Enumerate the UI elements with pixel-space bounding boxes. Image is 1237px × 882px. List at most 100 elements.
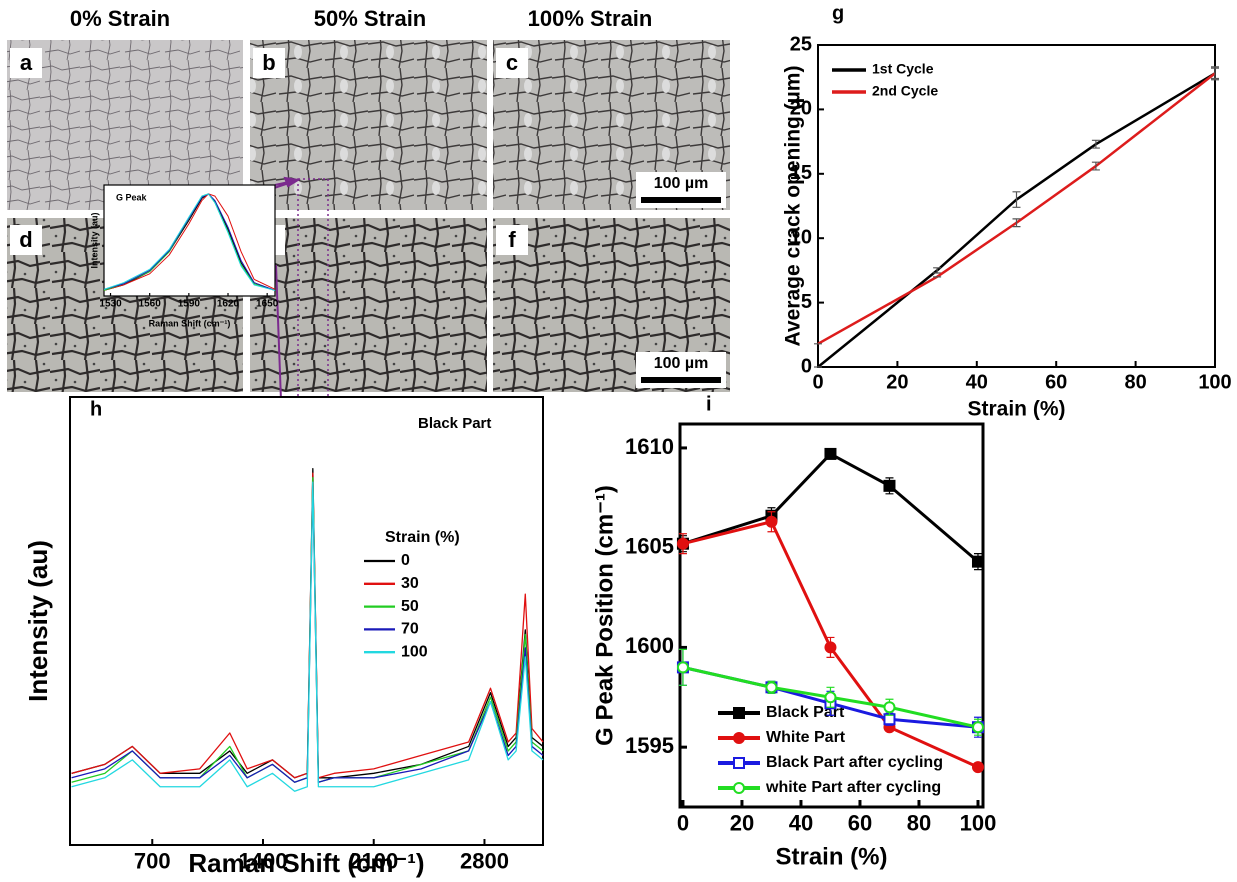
x-tick-label: 100 [960,810,997,835]
legend-label: 70 [401,621,419,638]
x-tick-label: 80 [1124,371,1146,393]
marker [971,761,984,774]
column-header: 50% Strain [314,6,427,31]
marker [971,555,984,568]
plot-frame [103,184,276,297]
legend-title: Strain (%) [385,529,460,546]
legend-label: white Part after cycling [765,779,941,796]
marker [883,701,896,714]
legend-label: 1st Cycle [872,61,934,77]
marker [824,691,837,704]
column-header: 0% Strain [70,6,170,31]
panel-letter: g [832,2,844,24]
x-tick-label: 1620 [217,299,240,310]
micrograph [7,40,243,210]
error-bar [1211,67,1219,80]
x-tick-label: 1530 [99,299,122,310]
x-tick-label: 40 [966,371,988,393]
panel-letter: h [90,398,102,420]
legend-label: 50 [401,598,419,615]
x-axis-label: Strain (%) [775,843,887,870]
letter-box [253,48,285,78]
x-tick-label: 80 [907,810,931,835]
panel-letter: a [20,50,33,75]
x-tick-label: 2800 [460,848,509,873]
marker [824,447,837,460]
error-bar [1091,161,1100,171]
y-axis-label: Intensity (au) [23,540,53,702]
legend-label: 0 [401,552,410,569]
y-axis-label: G Peak Position (cm⁻¹) [591,485,618,746]
y-tick-label: 20 [790,98,812,120]
marker [676,537,689,550]
plot-frame [69,396,544,846]
letter-box [10,48,42,78]
legend-label: Black Part after cycling [766,754,943,771]
scale-bar [641,377,721,383]
legend-marker [733,757,745,769]
x-tick-label: 1560 [139,299,162,310]
x-tick-label: 40 [789,810,813,835]
y-tick-label: 0 [801,355,812,377]
x-tick-label: 700 [134,848,171,873]
x-tick-label: 0 [812,371,823,393]
y-tick-label: 15 [790,162,812,184]
series-line [71,481,544,792]
x-tick-label: 20 [730,810,754,835]
error-bar [933,267,942,274]
letter-box [496,48,528,78]
series-line [103,193,276,291]
x-tick-label: 60 [848,810,872,835]
legend-label: 100 [401,643,428,660]
series-line [103,193,276,291]
x-tick-label: 20 [886,371,908,393]
column-header: 100% Strain [528,6,653,31]
y-axis-label: Average crack opening (µm) [782,66,805,347]
marker [971,721,984,734]
x-tick-label: 1590 [178,299,201,310]
annotation: Black Part [418,415,491,432]
y-tick-label: 1600 [625,633,674,658]
panel-letter: b [262,50,275,75]
x-tick-label: 2100 [349,848,398,873]
marker [824,641,837,654]
panel-letter: c [506,50,518,75]
x-tick-label: 60 [1045,371,1067,393]
error-bar [1012,218,1021,228]
legend-marker [733,707,745,719]
y-tick-label: 1595 [625,733,674,758]
micrograph [250,218,487,392]
x-tick-label: 1650 [256,299,279,310]
scale-bar [641,197,721,203]
legend-label: White Part [766,729,846,746]
plot-frame [678,422,985,809]
legend-marker [733,732,745,744]
legend-label: 30 [401,575,419,592]
series-line [103,193,276,291]
y-tick-label: 5 [801,291,812,313]
y-tick-label: 1610 [625,434,674,459]
x-axis-label: Raman Shift (cm⁻¹) [188,848,424,878]
marker [676,661,689,674]
legend-label: 2nd Cycle [872,83,938,99]
marker [765,681,778,694]
x-tick-label: 0 [677,810,689,835]
letter-box [10,225,42,255]
panel-letter: i [706,393,712,415]
error-bar [1012,191,1021,208]
error-bar [1091,139,1100,149]
chart-title: G Peak [116,192,148,202]
x-tick-label: 1400 [239,848,288,873]
marker [883,479,896,492]
x-axis-label: Raman Shift (cm⁻¹) [149,318,231,328]
panel-letter: f [508,227,516,252]
scale-label: 100 µm [654,175,709,192]
scale-label: 100 µm [654,355,709,372]
y-tick-label: 1605 [625,533,674,558]
letter-box [496,225,528,255]
y-axis-label: Intensity (au) [89,212,99,268]
panel-letter: d [19,227,32,252]
y-tick-label: 25 [790,33,812,55]
